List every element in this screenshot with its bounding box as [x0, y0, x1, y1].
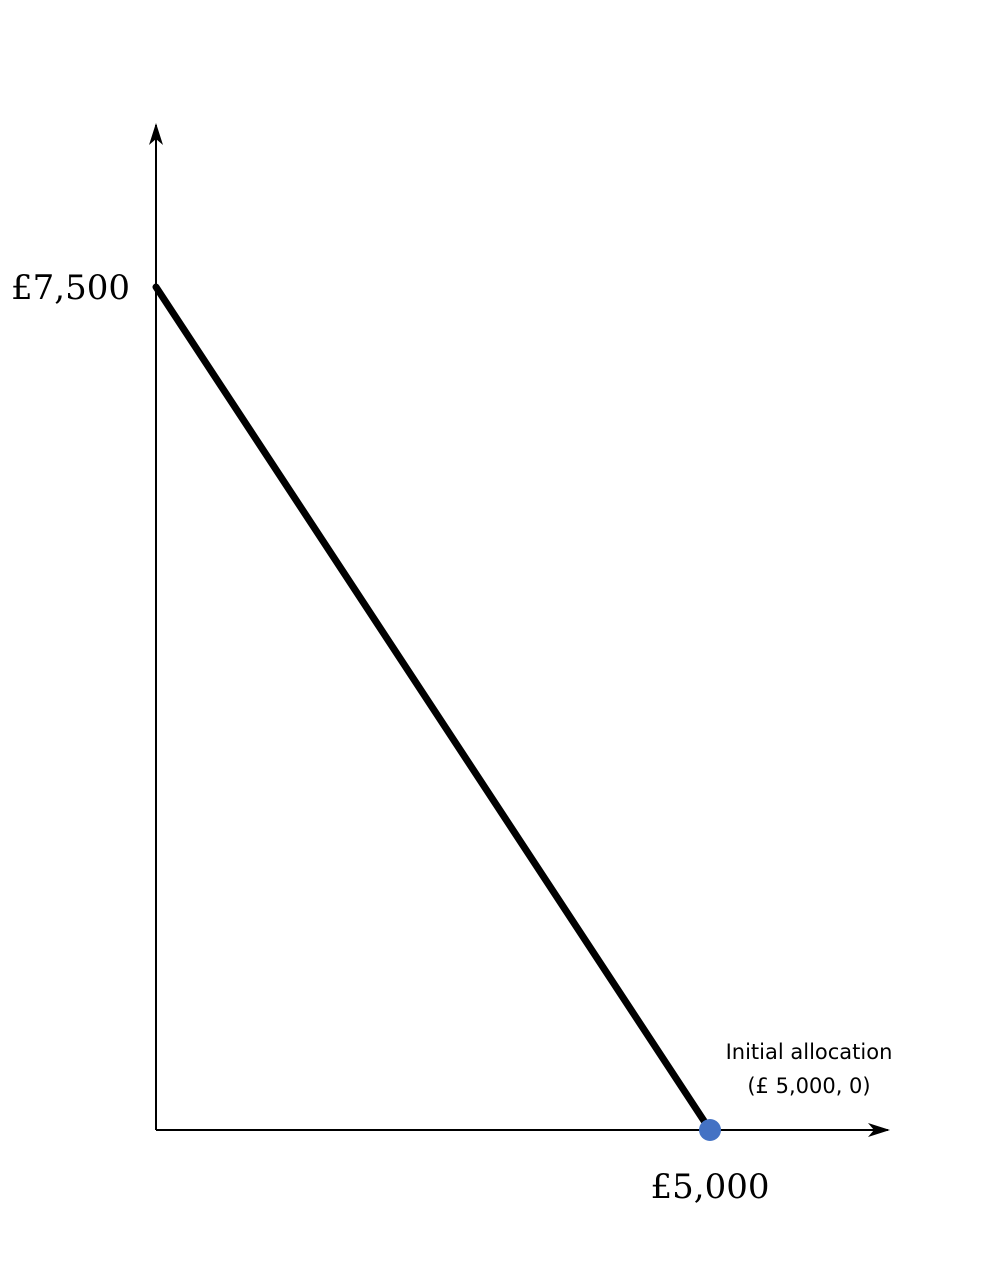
- annotation-label-line-1: Initial allocation: [726, 1040, 893, 1064]
- x-tick-label: £5,000: [651, 1167, 770, 1207]
- annotation-label-line-2: (£ 5,000, 0): [747, 1074, 870, 1098]
- y-tick-label: £7,500: [11, 268, 130, 308]
- budget-line: [152, 283, 714, 1134]
- initial-allocation-point: [699, 1119, 721, 1141]
